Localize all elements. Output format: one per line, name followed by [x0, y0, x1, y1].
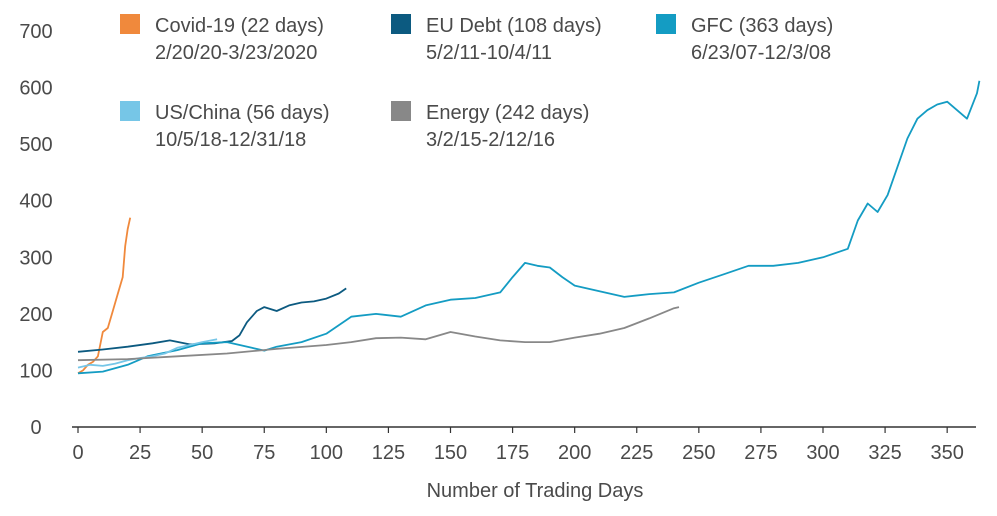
legend-label: EU Debt (108 days) [426, 15, 602, 37]
legend-swatch [120, 14, 140, 34]
x-tick-label: 0 [72, 442, 83, 464]
legend-swatch [656, 14, 676, 34]
x-tick-label: 125 [372, 442, 405, 464]
x-tick-label: 200 [558, 442, 591, 464]
series-lines [77, 80, 981, 375]
legend-swatch [391, 101, 411, 121]
y-axis-ticks: 0 100 200 300 400 500 600 700 [19, 21, 52, 439]
legend-label: Energy (242 days) [426, 102, 589, 124]
y-tick-label: 400 [19, 191, 52, 213]
x-tick-label: 350 [930, 442, 963, 464]
legend-period: 2/20/20-3/23/2020 [155, 42, 317, 64]
series-line [77, 306, 680, 362]
y-tick-label: 700 [19, 21, 52, 43]
y-tick-label: 600 [19, 78, 52, 100]
legend-label: Covid-19 (22 days) [155, 15, 324, 37]
x-tick-label: 100 [310, 442, 343, 464]
y-tick-label: 300 [19, 247, 52, 269]
legend: Covid-19 (22 days) 2/20/20-3/23/2020 EU De… [120, 14, 833, 151]
x-tick-label: 225 [620, 442, 653, 464]
y-tick-label: 100 [19, 360, 52, 382]
x-tick-label: 75 [253, 442, 275, 464]
y-tick-label: 0 [30, 417, 41, 439]
series-line [77, 80, 981, 375]
legend-swatch [391, 14, 411, 34]
y-tick-label: 200 [19, 304, 52, 326]
legend-period: 10/5/18-12/31/18 [155, 129, 306, 151]
x-tick-label: 150 [434, 442, 467, 464]
legend-period: 5/2/11-10/4/11 [426, 42, 552, 64]
x-axis-ticks: 0 25 50 75 100 125 150 175 200 225 250 275 300 325 350 [72, 427, 964, 464]
x-tick-label: 50 [191, 442, 213, 464]
legend-period: 6/23/07-12/3/08 [691, 42, 831, 64]
x-axis-title: Number of Trading Days [427, 480, 644, 502]
x-tick-label: 175 [496, 442, 529, 464]
y-tick-label: 500 [19, 134, 52, 156]
x-tick-label: 275 [744, 442, 777, 464]
legend-period: 3/2/15-2/12/16 [426, 129, 555, 151]
x-tick-label: 325 [868, 442, 901, 464]
legend-label: GFC (363 days) [691, 15, 833, 37]
legend-label: US/China (56 days) [155, 102, 330, 124]
x-tick-label: 300 [806, 442, 839, 464]
x-tick-label: 25 [129, 442, 151, 464]
series-line [77, 287, 347, 353]
x-tick-label: 250 [682, 442, 715, 464]
legend-swatch [120, 101, 140, 121]
